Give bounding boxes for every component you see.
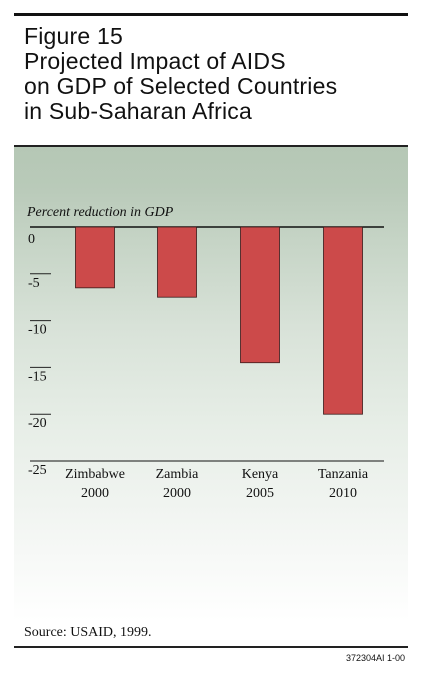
- x-tick-label: Zimbabwe: [65, 467, 125, 482]
- y-tick-label: 0: [28, 232, 35, 247]
- bottom-rule: [14, 646, 408, 648]
- x-tick-year-label: 2005: [246, 486, 274, 501]
- title-line-4: in Sub-Saharan Africa: [24, 98, 252, 124]
- title-rule: [14, 145, 408, 147]
- y-tick-label: -5: [28, 276, 40, 291]
- title-line-3: on GDP of Selected Countries: [24, 73, 338, 99]
- bar-zambia: [157, 226, 197, 298]
- y-tick-label: -10: [28, 323, 47, 338]
- x-tick-year-label: 2010: [329, 486, 357, 501]
- x-tick-label: Zambia: [156, 467, 200, 482]
- x-tick-label: Tanzania: [318, 467, 369, 482]
- x-tick-label: Kenya: [242, 467, 279, 482]
- y-axis-label: Percent reduction in GDP: [27, 205, 174, 220]
- y-tick-label: -15: [28, 369, 47, 384]
- bar-kenya: [240, 226, 280, 364]
- y-tick-label: -20: [28, 416, 47, 431]
- figure-code: 372304AI 1-00: [345, 653, 405, 663]
- title-line-2: Projected Impact of AIDS: [24, 48, 286, 74]
- source-note: Source: USAID, 1999.: [24, 625, 152, 640]
- figure-title: Figure 15 Projected Impact of AIDS on GD…: [24, 24, 404, 124]
- y-tick-label: -25: [28, 463, 47, 478]
- bar-tanzania: [323, 226, 363, 415]
- x-tick-year-label: 2000: [163, 486, 191, 501]
- bar-zimbabwe: [75, 226, 115, 289]
- title-line-1: Figure 15: [24, 23, 123, 49]
- top-rule: [14, 13, 408, 16]
- x-tick-year-label: 2000: [81, 486, 109, 501]
